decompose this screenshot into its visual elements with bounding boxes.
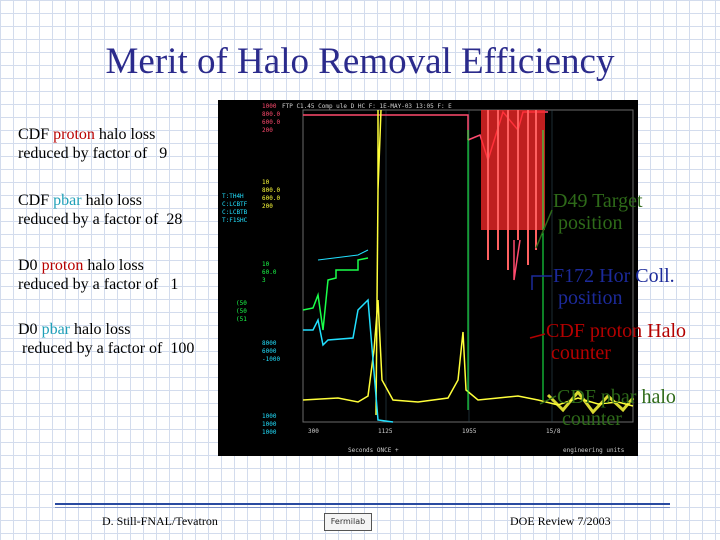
x-tick-label: 15/8 bbox=[546, 428, 561, 435]
plot-left-scale-green-2: (50(50(51 bbox=[236, 300, 247, 323]
yellow-loss-trace bbox=[302, 109, 635, 416]
svg-text:(50: (50 bbox=[236, 300, 247, 307]
svg-text:T:F1SHC: T:F1SHC bbox=[222, 217, 248, 224]
svg-text:-1000: -1000 bbox=[262, 356, 280, 363]
svg-text:C:LCBTF: C:LCBTF bbox=[222, 201, 248, 208]
svg-text:200: 200 bbox=[262, 127, 273, 134]
svg-text:1000: 1000 bbox=[262, 421, 277, 428]
plot-x-axis-label: Seconds ONCE + bbox=[348, 447, 399, 454]
stat-factor: reduced by a factor of 1 bbox=[18, 276, 179, 293]
cdf-proton-connector bbox=[529, 333, 546, 339]
callout-text: position bbox=[558, 287, 623, 309]
svg-text:10: 10 bbox=[262, 261, 270, 268]
callout-text: CDF proton Halo bbox=[546, 320, 686, 342]
callout-f172: F172 Hor Coll. position bbox=[553, 265, 675, 309]
plot-units-label: engineering units bbox=[563, 447, 625, 454]
callout-cdf-proton: CDF proton Halo counter bbox=[546, 320, 686, 364]
svg-text:T:TH4H: T:TH4H bbox=[222, 193, 244, 200]
stat-text: halo loss bbox=[70, 321, 131, 338]
footer-author: D. Still-FNAL/Tevatron bbox=[102, 514, 218, 528]
stat-factor: reduced by factor of 9 bbox=[18, 145, 168, 162]
plot-gridlines bbox=[385, 110, 553, 422]
green-loss-trace bbox=[302, 130, 544, 410]
stat-text: halo loss bbox=[81, 192, 143, 209]
callout-text: F172 Hor Coll. bbox=[553, 265, 675, 287]
callout-cdf-pbar: CDF pbar halo counter bbox=[557, 386, 676, 430]
svg-text:1000: 1000 bbox=[262, 103, 277, 110]
stat-factor: reduced by a factor of 28 bbox=[18, 211, 183, 228]
svg-text:C:LCBTB: C:LCBTB bbox=[222, 209, 248, 216]
svg-text:(51: (51 bbox=[236, 316, 247, 323]
callout-text: counter bbox=[551, 342, 611, 364]
plot-header: FTP C1.45 Comp ule D HC F: 1E-MAY-03 13:… bbox=[282, 103, 452, 110]
svg-text:6000: 6000 bbox=[262, 348, 277, 355]
plot-x-ticks: 300 1125 1955 15/8 bbox=[308, 428, 561, 435]
stat-text: halo loss bbox=[94, 126, 156, 143]
accelerator-plot-screenshot: FTP C1.45 Comp ule D HC F: 1E-MAY-03 13:… bbox=[218, 100, 638, 456]
plot-frame bbox=[302, 109, 634, 423]
svg-text:1000: 1000 bbox=[262, 429, 277, 436]
stat-highlight: proton bbox=[53, 126, 95, 143]
stat-text: D0 bbox=[18, 257, 42, 274]
x-tick-label: 300 bbox=[308, 428, 319, 435]
stat-factor: reduced by a factor of 100 bbox=[18, 340, 195, 357]
stat-highlight: pbar bbox=[41, 321, 70, 338]
svg-text:800.0: 800.0 bbox=[262, 187, 280, 194]
f172-connector bbox=[531, 275, 552, 290]
svg-text:600.0: 600.0 bbox=[262, 195, 280, 202]
svg-text:1000: 1000 bbox=[262, 413, 277, 420]
svg-text:(50: (50 bbox=[236, 308, 247, 315]
footer-rule-thin bbox=[55, 507, 670, 508]
footer-rule bbox=[55, 503, 670, 505]
stat-cdf-proton: CDF proton halo loss reduced by factor o… bbox=[18, 125, 167, 163]
cdf-pbar-connector bbox=[539, 395, 557, 405]
svg-text:800.0: 800.0 bbox=[262, 111, 280, 118]
stat-highlight: proton bbox=[41, 257, 84, 274]
callout-text: CDF pbar halo bbox=[557, 386, 676, 408]
fermilab-logo: Fermilab bbox=[324, 513, 372, 531]
svg-text:60.0: 60.0 bbox=[262, 269, 277, 276]
callout-text: D49 Target bbox=[553, 190, 643, 212]
x-tick-label: 1125 bbox=[378, 428, 393, 435]
slide-title: Merit of Halo Removal Efficiency bbox=[105, 41, 615, 82]
stat-text: CDF bbox=[18, 126, 54, 143]
svg-text:600.0: 600.0 bbox=[262, 119, 280, 126]
callout-d49: D49 Target position bbox=[553, 190, 643, 234]
pink-loss-trace bbox=[303, 110, 548, 281]
svg-text:200: 200 bbox=[262, 203, 273, 210]
stat-d0-proton: D0 proton halo loss reduced by a factor … bbox=[18, 256, 178, 294]
stat-text: D0 bbox=[18, 321, 42, 338]
svg-text:3: 3 bbox=[262, 277, 266, 284]
stat-text: halo loss bbox=[83, 257, 144, 274]
stat-d0-pbar: D0 pbar halo loss reduced by a factor of… bbox=[18, 320, 194, 358]
stat-cdf-pbar: CDF pbar halo loss reduced by a factor o… bbox=[18, 191, 182, 229]
footer-event: DOE Review 7/2003 bbox=[510, 514, 611, 528]
callout-text: position bbox=[558, 212, 623, 234]
cyan-loss-trace bbox=[303, 249, 394, 423]
svg-text:8000: 8000 bbox=[262, 340, 277, 347]
d49-connector bbox=[535, 209, 553, 249]
stat-highlight: pbar bbox=[53, 192, 82, 209]
plot-graphics: FTP C1.45 Comp ule D HC F: 1E-MAY-03 13:… bbox=[222, 103, 635, 454]
callout-text: counter bbox=[562, 408, 622, 430]
x-tick-label: 1955 bbox=[462, 428, 477, 435]
svg-text:10: 10 bbox=[262, 179, 270, 186]
stat-text: CDF bbox=[18, 192, 54, 209]
